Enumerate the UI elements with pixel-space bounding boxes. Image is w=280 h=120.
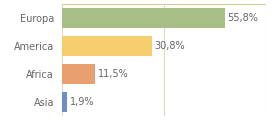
Bar bbox=[62, 36, 151, 56]
Bar bbox=[62, 8, 225, 28]
Text: 55,8%: 55,8% bbox=[227, 13, 258, 23]
Text: 1,9%: 1,9% bbox=[69, 97, 94, 107]
Bar bbox=[62, 64, 95, 84]
Text: 11,5%: 11,5% bbox=[97, 69, 128, 79]
Bar bbox=[62, 92, 67, 112]
Text: 30,8%: 30,8% bbox=[154, 41, 185, 51]
